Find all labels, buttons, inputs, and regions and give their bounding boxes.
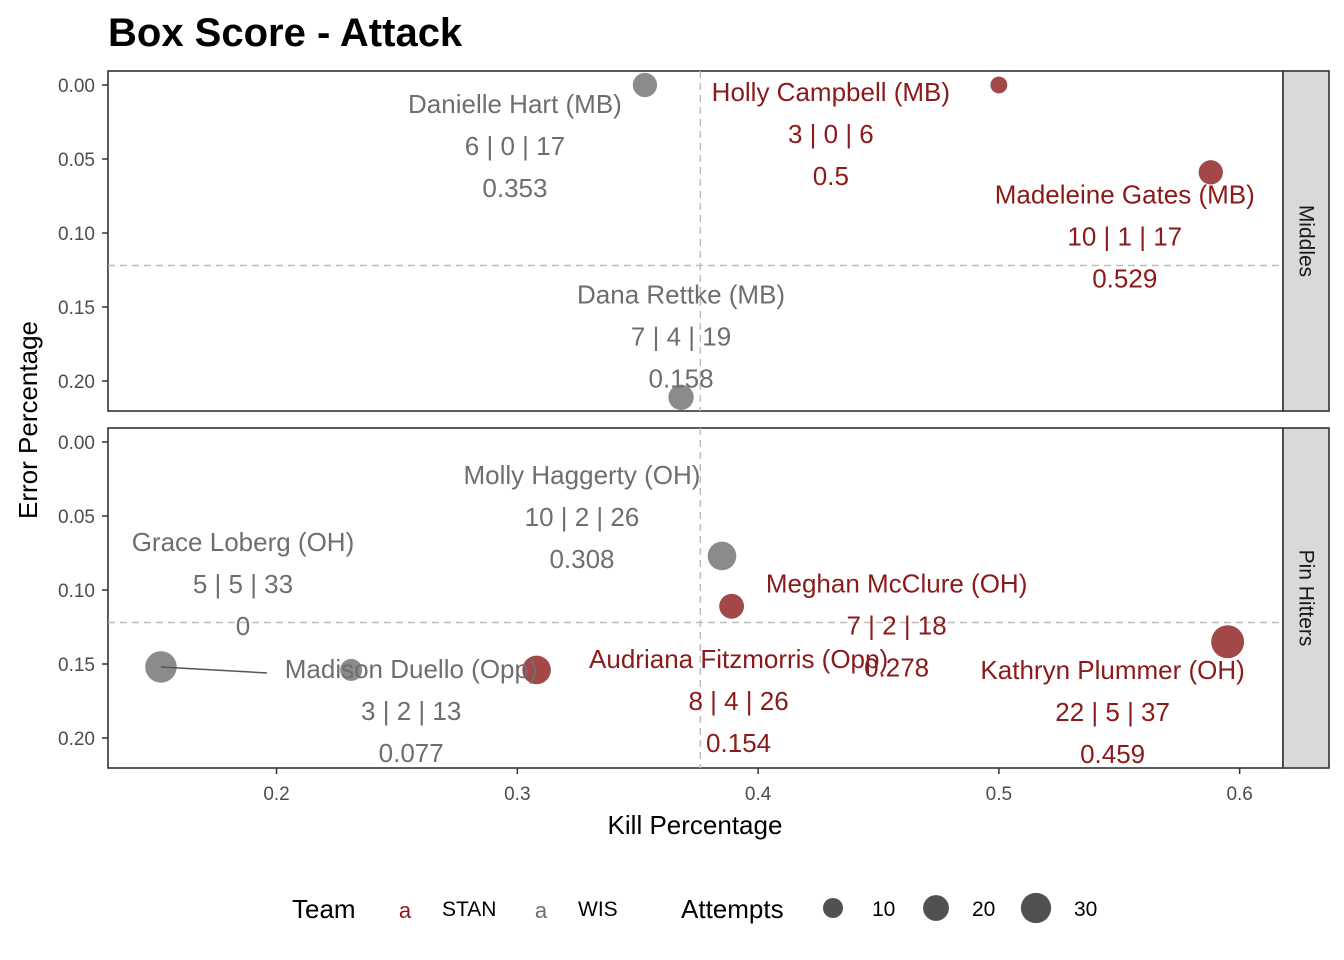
data-point bbox=[719, 593, 745, 619]
y-tick-label: 0.00 bbox=[58, 76, 95, 97]
data-point bbox=[1198, 160, 1223, 185]
x-tick-label: 0.3 bbox=[504, 784, 530, 805]
player-hit-pct: 0.154 bbox=[706, 728, 771, 758]
player-stat-line: 22 | 5 | 37 bbox=[1055, 697, 1170, 727]
player-stat-line: 7 | 4 | 19 bbox=[631, 321, 731, 351]
legend-title-attempts: Attempts bbox=[681, 894, 784, 924]
player-name: Holly Campbell (MB) bbox=[712, 77, 950, 107]
player-name: Audriana Fitzmorris (Opp) bbox=[589, 644, 888, 674]
data-point bbox=[522, 655, 551, 685]
player-hit-pct: 0.353 bbox=[482, 173, 547, 203]
player-name: Molly Haggerty (OH) bbox=[464, 460, 701, 490]
x-tick-label: 0.5 bbox=[986, 784, 1012, 805]
y-tick-label: 0.00 bbox=[58, 433, 95, 454]
legend-size-label: 10 bbox=[872, 898, 895, 921]
player-stat-line: 8 | 4 | 26 bbox=[688, 686, 788, 716]
player-hit-pct: 0.459 bbox=[1080, 739, 1145, 769]
player-label: Audriana Fitzmorris (Opp) 8 | 4 | 26 0.154 bbox=[589, 644, 888, 758]
player-hit-pct: 0.529 bbox=[1092, 263, 1157, 293]
x-axis: 0.2 0.3 0.4 0.5 0.6 bbox=[263, 768, 1253, 805]
y-tick-label: 0.15 bbox=[58, 298, 95, 319]
legend: Team a STAN a WIS Attempts 10 20 30 bbox=[292, 892, 1097, 924]
y-tick-label: 0.10 bbox=[58, 581, 95, 602]
player-hit-pct: 0.077 bbox=[379, 738, 444, 768]
x-axis-label: Kill Percentage bbox=[608, 810, 783, 840]
x-tick-label: 0.2 bbox=[263, 784, 289, 805]
player-label: Grace Loberg (OH) 5 | 5 | 33 0 bbox=[132, 527, 355, 674]
facet-panels: Middles 0.00 0.05 0.10 0.15 0.20 Danielle Hart… bbox=[58, 70, 1330, 769]
player-name: Madison Duello (Opp) bbox=[285, 654, 538, 684]
player-hit-pct: 0.278 bbox=[864, 652, 929, 682]
player-hit-pct: 0.308 bbox=[549, 544, 614, 574]
player-stat-line: 6 | 0 | 17 bbox=[465, 131, 565, 161]
legend-size-key bbox=[1020, 892, 1052, 924]
y-tick-label: 0.20 bbox=[58, 729, 95, 750]
facet-panel: Middles 0.00 0.05 0.10 0.15 0.20 Danielle Hart… bbox=[58, 70, 1330, 412]
player-label: Madeleine Gates (MB) 10 | 1 | 17 0.529 bbox=[995, 179, 1255, 293]
label-connector bbox=[160, 666, 268, 674]
legend-key-stan: a bbox=[399, 898, 412, 923]
player-stat-line: 10 | 1 | 17 bbox=[1067, 221, 1182, 251]
player-hit-pct: 0.158 bbox=[649, 363, 714, 393]
player-label: Molly Haggerty (OH) 10 | 2 | 26 0.308 bbox=[464, 460, 701, 574]
player-hit-pct: 0.5 bbox=[813, 161, 849, 191]
player-name: Dana Rettke (MB) bbox=[577, 279, 785, 309]
y-tick-label: 0.05 bbox=[58, 507, 95, 528]
legend-title-team: Team bbox=[292, 894, 356, 924]
y-tick-label: 0.15 bbox=[58, 655, 95, 676]
legend-size-label: 20 bbox=[972, 898, 995, 921]
player-hit-pct: 0 bbox=[236, 611, 250, 641]
player-name: Grace Loberg (OH) bbox=[132, 527, 355, 557]
data-point bbox=[1211, 625, 1245, 659]
player-name: Madeleine Gates (MB) bbox=[995, 179, 1255, 209]
player-stat-line: 5 | 5 | 33 bbox=[193, 569, 293, 599]
player-stat-line: 10 | 2 | 26 bbox=[525, 502, 640, 532]
data-point bbox=[990, 76, 1008, 94]
y-tick-label: 0.20 bbox=[58, 372, 95, 393]
legend-size-key bbox=[822, 897, 844, 919]
legend-key-wis: a bbox=[535, 898, 548, 923]
y-axis-label: Error Percentage bbox=[13, 321, 43, 519]
data-point bbox=[707, 541, 737, 571]
x-tick-label: 0.6 bbox=[1226, 784, 1252, 805]
player-label: Meghan McClure (OH) 7 | 2 | 18 0.278 bbox=[766, 568, 1028, 682]
data-point bbox=[632, 72, 658, 98]
player-name: Kathryn Plummer (OH) bbox=[980, 655, 1244, 685]
facet-strip bbox=[1282, 427, 1330, 769]
x-tick-label: 0.4 bbox=[745, 784, 772, 805]
player-label: Madison Duello (Opp) 3 | 2 | 13 0.077 bbox=[285, 654, 538, 768]
legend-size-key bbox=[923, 895, 949, 921]
facet-strip-label: Middles bbox=[1295, 205, 1318, 277]
legend-size-label: 30 bbox=[1074, 898, 1097, 921]
player-stat-line: 3 | 2 | 13 bbox=[361, 696, 461, 726]
data-point bbox=[340, 658, 363, 681]
chart-title: Box Score - Attack bbox=[108, 11, 463, 55]
panel-border bbox=[107, 427, 1284, 769]
panel-border bbox=[107, 70, 1284, 412]
facet-panel: Pin Hitters 0.00 0.05 0.10 0.15 0.20 Molly Hag… bbox=[58, 427, 1330, 769]
player-label: Kathryn Plummer (OH) 22 | 5 | 37 0.459 bbox=[980, 655, 1244, 769]
y-tick-label: 0.10 bbox=[58, 224, 95, 245]
facet-strip bbox=[1282, 70, 1330, 412]
legend-label-wis: WIS bbox=[578, 898, 618, 921]
player-name: Meghan McClure (OH) bbox=[766, 568, 1028, 598]
facet-strip-label: Pin Hitters bbox=[1295, 550, 1318, 647]
y-tick-label: 0.05 bbox=[58, 150, 95, 171]
legend-label-stan: STAN bbox=[442, 898, 496, 921]
player-name: Danielle Hart (MB) bbox=[408, 89, 622, 119]
player-stat-line: 7 | 2 | 18 bbox=[846, 610, 946, 640]
player-label: Danielle Hart (MB) 6 | 0 | 17 0.353 bbox=[408, 89, 622, 203]
player-label: Holly Campbell (MB) 3 | 0 | 6 0.5 bbox=[712, 77, 950, 191]
player-label: Dana Rettke (MB) 7 | 4 | 19 0.158 bbox=[577, 279, 785, 393]
data-point bbox=[668, 384, 694, 410]
player-stat-line: 3 | 0 | 6 bbox=[788, 119, 874, 149]
